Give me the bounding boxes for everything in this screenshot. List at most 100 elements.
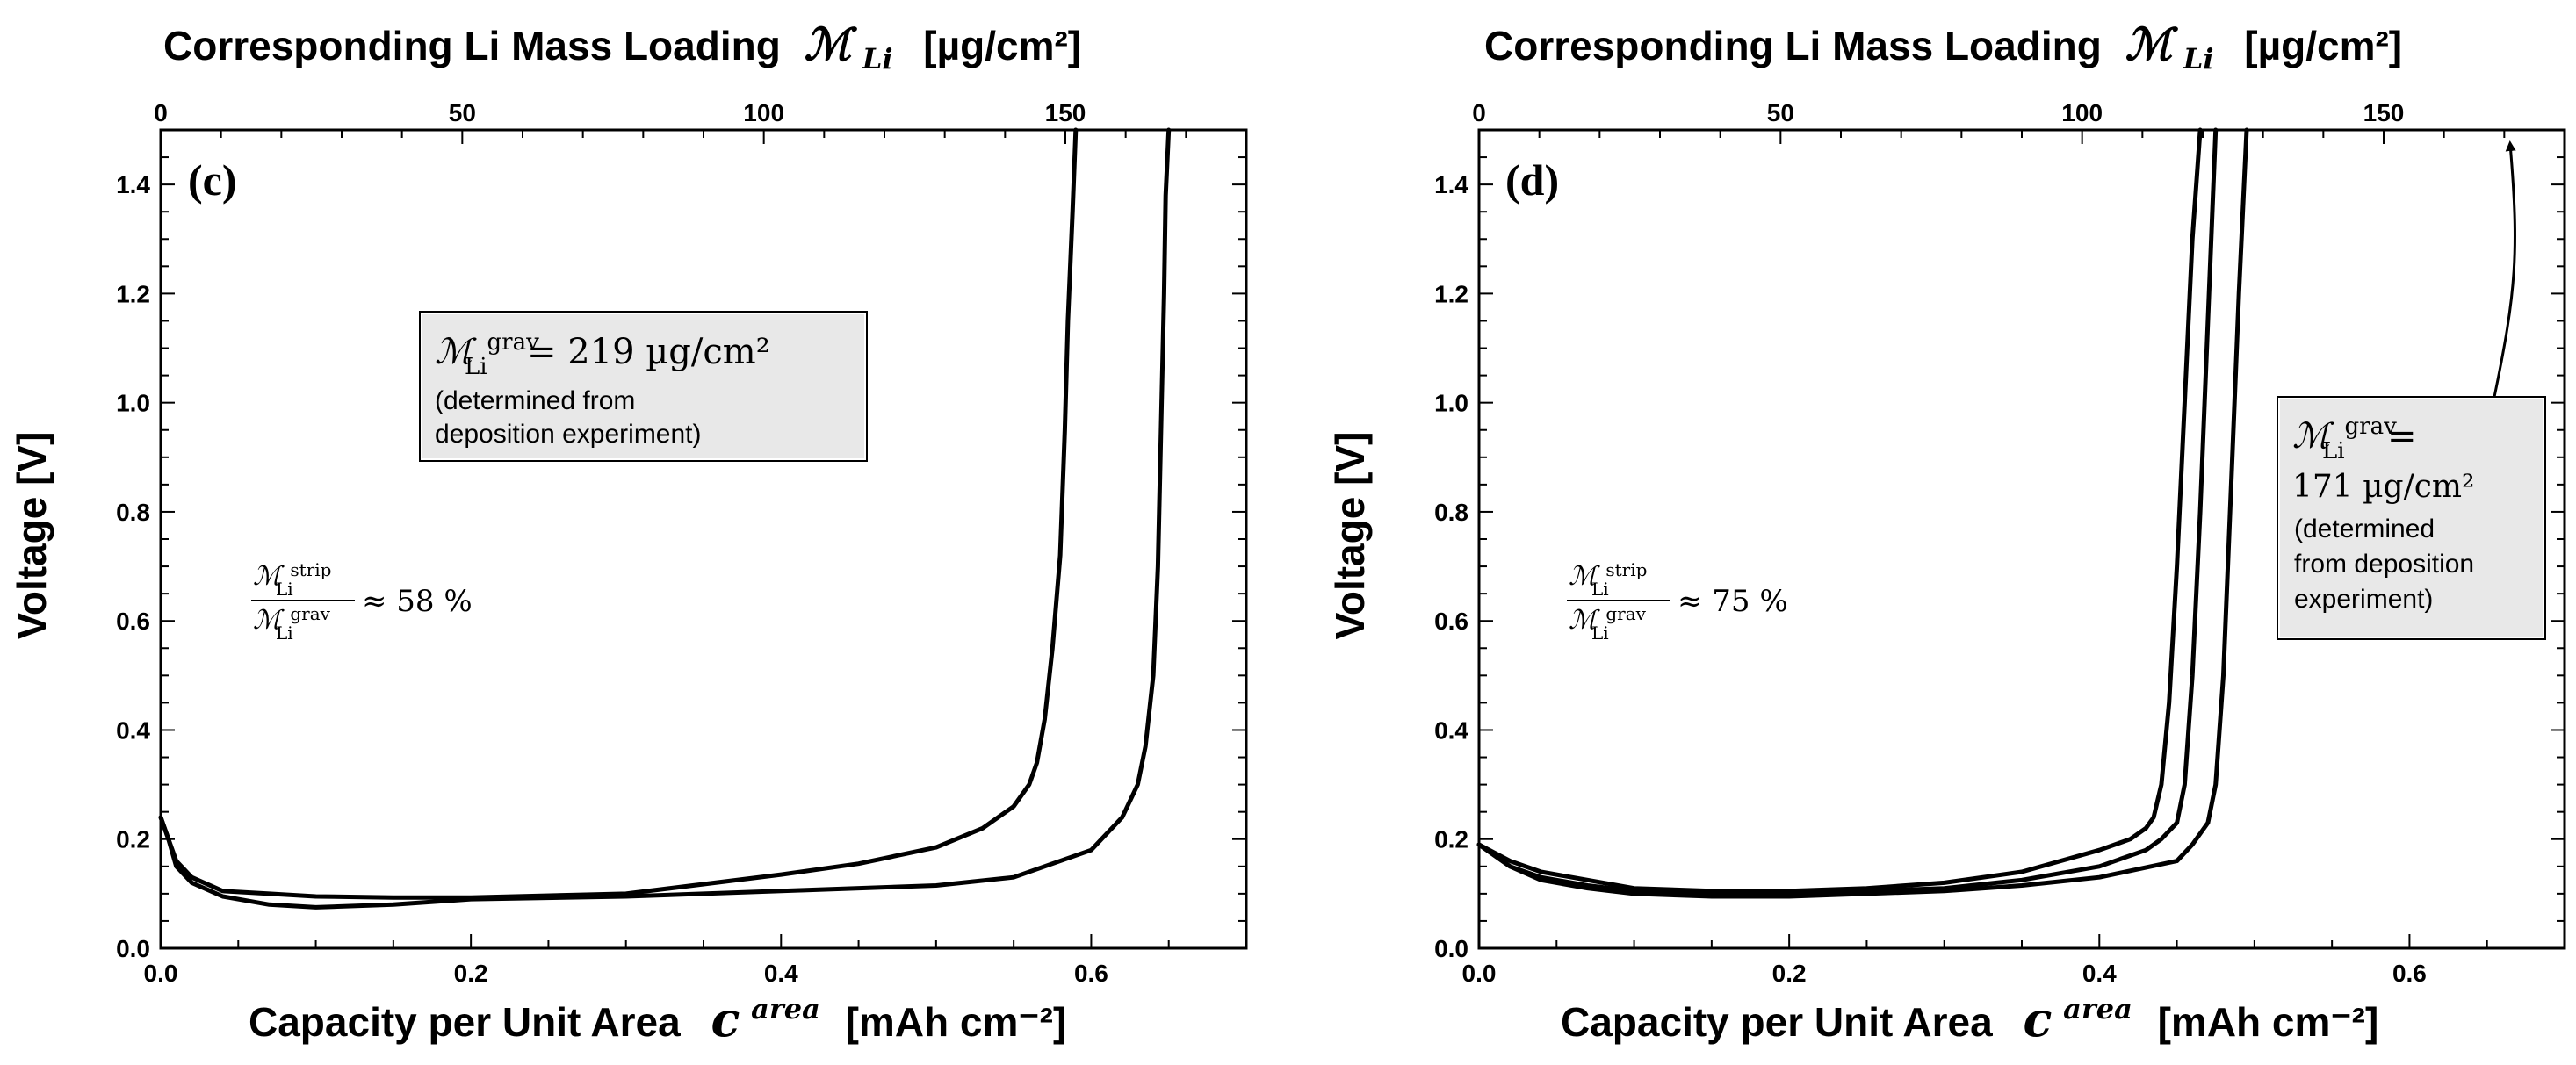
- y-tick-label-d: 1.2: [1434, 280, 1468, 307]
- y-tick-label-c: 0.2: [116, 826, 150, 853]
- y-axis-title-d: Voltage [V]: [1327, 432, 1373, 640]
- x-tick-label-c: 0.0: [144, 960, 178, 987]
- box-line2-d: (determined: [2294, 515, 2435, 543]
- top-axis-label-c: Corresponding Li Mass Loading: [163, 23, 781, 68]
- y-tick-label-c: 0.4: [116, 716, 150, 744]
- svg-text:ℳ grav Li: ℳ grav Li: [253, 600, 337, 644]
- annotation-box-c: ℳ grav Li = 219 µg/cm² (determined from …: [419, 311, 868, 462]
- ratio-num-sub-c: Li: [276, 579, 293, 600]
- panel-label-d: (d): [1505, 155, 1559, 205]
- top-axis-label-d: Corresponding Li Mass Loading: [1484, 23, 2102, 68]
- top-axis-title-c: Corresponding Li Mass Loading ℳ Li [µg/c…: [163, 18, 1081, 77]
- top-tick-label-d: 100: [2061, 99, 2103, 126]
- x-tick-label-c: 0.4: [764, 960, 798, 987]
- ticks-c: 0.0 0.2 0.4 0.6 0.0 0.2 0.4 0.6 0.8 1.0 1.2 1.4 0 50 1…: [116, 99, 1247, 987]
- x-axis-symbol-c: c: [711, 991, 740, 1047]
- box-symbol-d: ℳ: [2292, 416, 2334, 457]
- ratio-annotation-c: ℳ strip Li ℳ grav Li ≈ 58 %: [251, 556, 473, 644]
- ratio-den-symbol-c: ℳ: [253, 605, 285, 636]
- plot-frame-c: [159, 128, 1248, 950]
- svg-text:ℳ grav Li: ℳ grav Li =: [2292, 402, 2417, 467]
- y-tick-label-d: 0.8: [1434, 499, 1468, 526]
- panel-c: 0.0 0.2 0.4 0.6 0.0 0.2 0.4 0.6 0.8 1.0 1.2 1.4 0 50 1…: [9, 18, 1248, 1047]
- y-axis-title-c: Voltage [V]: [9, 432, 54, 640]
- x-tick-label-d: 0.2: [1772, 960, 1807, 987]
- series-group-c: [158, 127, 1172, 910]
- y-tick-label-c: 1.4: [116, 171, 150, 198]
- ticks-d: 0.0 0.2 0.4 0.6 0.0 0.2 0.4 0.6 0.8 1.0 1.2 1.4 0 50 1…: [1434, 99, 2565, 987]
- ratio-annotation-d: ℳ strip Li ℳ grav Li ≈ 75 %: [1567, 556, 1788, 644]
- svg-text:ℳ strip Li: ℳ strip Li: [1569, 556, 1655, 600]
- top-axis-symbol-sub-d: Li: [2183, 42, 2214, 76]
- x-axis-label-c: Capacity per Unit Area: [249, 999, 681, 1045]
- top-tick-label-d: 50: [1767, 99, 1794, 126]
- x-axis-label-d: Capacity per Unit Area: [1561, 999, 1993, 1045]
- y-tick-label-d: 1.4: [1434, 171, 1468, 198]
- series-line-d-2: [1476, 127, 2219, 896]
- panel-d: 0.0 0.2 0.4 0.6 0.0 0.2 0.4 0.6 0.8 1.0 1.2 1.4 0 50 1…: [1327, 18, 2566, 1047]
- ratio-den-symbol-d: ℳ: [1569, 605, 1600, 636]
- top-axis-symbol-c: ℳ: [805, 18, 858, 70]
- top-axis-symbol-sub-c: Li: [862, 42, 893, 76]
- top-tick-label-d: 150: [2363, 99, 2405, 126]
- y-tick-label-c: 0.8: [116, 499, 150, 526]
- box-line3-c: deposition experiment): [435, 420, 702, 449]
- box-sub-c: Li: [465, 354, 487, 380]
- y-tick-label-c: 0.6: [116, 608, 150, 635]
- y-tick-label-d: 0.4: [1434, 716, 1468, 744]
- svg-text:ℳ strip Li: ℳ strip Li: [253, 556, 339, 600]
- box-value-d: =: [2387, 416, 2417, 457]
- x-axis-unit-c: [mAh cm⁻²]: [846, 999, 1067, 1045]
- ratio-num-sup-d: strip: [1605, 559, 1647, 580]
- series-group-d: [1476, 127, 2249, 899]
- ratio-value-c: ≈ 58 %: [362, 584, 473, 619]
- annotation-arrow-d: [2493, 140, 2516, 398]
- top-tick-label-c: 150: [1045, 99, 1086, 126]
- box-line4-d: experiment): [2294, 585, 2433, 614]
- y-tick-label-d: 0.6: [1434, 608, 1468, 635]
- box-symbol-c: ℳ: [435, 332, 477, 372]
- box-value-c: = 219 µg/cm²: [527, 332, 770, 372]
- y-tick-label-d: 0.2: [1434, 826, 1468, 853]
- box-line3-d: from deposition: [2294, 550, 2474, 579]
- x-axis-symbol-sup-d: area: [2063, 992, 2132, 1025]
- ratio-num-symbol-d: ℳ: [1569, 561, 1600, 592]
- ratio-num-sup-c: strip: [290, 559, 331, 580]
- x-tick-label-c: 0.2: [454, 960, 488, 987]
- x-axis-title-d: Capacity per Unit Area c area [mAh cm⁻²]: [1561, 982, 2378, 1047]
- x-tick-label-d: 0.6: [2392, 960, 2427, 987]
- top-tick-label-c: 50: [449, 99, 476, 126]
- x-axis-symbol-d: c: [2023, 991, 2052, 1047]
- ratio-num-symbol-c: ℳ: [253, 561, 285, 592]
- top-axis-title-d: Corresponding Li Mass Loading ℳ Li [µg/c…: [1484, 18, 2402, 77]
- y-tick-label-d: 1.0: [1434, 390, 1468, 417]
- box-value2-d: 171 µg/cm²: [2292, 469, 2474, 505]
- y-tick-label-c: 1.0: [116, 390, 150, 417]
- top-axis-unit-d: [µg/cm²]: [2244, 23, 2402, 68]
- top-tick-label-d: 0: [1472, 99, 1486, 126]
- series-line-d-1: [1476, 127, 2203, 894]
- top-axis-unit-c: [µg/cm²]: [923, 23, 1081, 68]
- ratio-den-sub-d: Li: [1591, 622, 1609, 644]
- series-line-d-3: [1476, 127, 2249, 899]
- ratio-den-sub-c: Li: [276, 622, 293, 644]
- ratio-value-d: ≈ 75 %: [1678, 584, 1788, 619]
- y-tick-label-c: 0.0: [116, 935, 150, 962]
- x-tick-label-d: 0.4: [2082, 960, 2117, 987]
- x-axis-symbol-sup-c: area: [751, 992, 820, 1025]
- svg-text:ℳ grav Li: ℳ grav Li: [1569, 600, 1653, 644]
- svg-text:ℳ grav Li: ℳ grav Li = 219 µg/cm²: [435, 318, 770, 383]
- ratio-den-sup-c: grav: [290, 603, 330, 624]
- series-line-c-1: [158, 127, 1079, 900]
- top-axis-symbol-d: ℳ: [2125, 18, 2179, 70]
- ratio-num-sub-d: Li: [1591, 579, 1609, 600]
- series-line-c-2: [158, 127, 1172, 910]
- y-tick-label-c: 1.2: [116, 280, 150, 307]
- x-tick-label-d: 0.0: [1462, 960, 1497, 987]
- top-tick-label-c: 0: [154, 99, 168, 126]
- y-tick-label-d: 0.0: [1434, 935, 1468, 962]
- annotation-box-d: ℳ grav Li = 171 µg/cm² (determined from …: [2277, 396, 2546, 640]
- x-axis-unit-d: [mAh cm⁻²]: [2158, 999, 2379, 1045]
- box-line2-c: (determined from: [435, 386, 635, 415]
